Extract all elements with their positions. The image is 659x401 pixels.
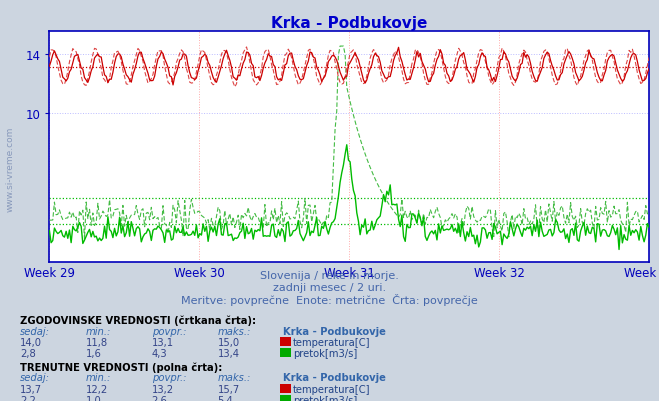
Text: 15,7: 15,7 [217,384,240,394]
Text: maks.:: maks.: [217,373,251,383]
Text: pretok[m3/s]: pretok[m3/s] [293,348,357,358]
Text: www.si-vreme.com: www.si-vreme.com [5,126,14,211]
Text: temperatura[C]: temperatura[C] [293,384,371,394]
Text: pretok[m3/s]: pretok[m3/s] [293,395,357,401]
Text: temperatura[C]: temperatura[C] [293,337,371,347]
Text: ZGODOVINSKE VREDNOSTI (črtkana črta):: ZGODOVINSKE VREDNOSTI (črtkana črta): [20,315,256,325]
Text: 2,6: 2,6 [152,395,167,401]
Text: 15,0: 15,0 [217,337,240,347]
Text: maks.:: maks.: [217,326,251,336]
Text: 2,8: 2,8 [20,348,36,358]
Text: min.:: min.: [86,326,111,336]
Text: 13,1: 13,1 [152,337,174,347]
Text: 5,4: 5,4 [217,395,233,401]
Title: Krka - Podbukovje: Krka - Podbukovje [271,16,428,31]
Text: sedaj:: sedaj: [20,326,50,336]
Text: TRENUTNE VREDNOSTI (polna črta):: TRENUTNE VREDNOSTI (polna črta): [20,361,222,372]
Text: zadnji mesec / 2 uri.: zadnji mesec / 2 uri. [273,282,386,292]
Text: 1,6: 1,6 [86,348,101,358]
Text: Slovenija / reke in morje.: Slovenija / reke in morje. [260,271,399,281]
Text: povpr.:: povpr.: [152,373,186,383]
Text: sedaj:: sedaj: [20,373,50,383]
Text: Krka - Podbukovje: Krka - Podbukovje [283,373,386,383]
Text: Krka - Podbukovje: Krka - Podbukovje [283,326,386,336]
Text: 13,7: 13,7 [20,384,42,394]
Text: min.:: min.: [86,373,111,383]
Text: 4,3: 4,3 [152,348,167,358]
Text: 1,0: 1,0 [86,395,101,401]
Text: 14,0: 14,0 [20,337,42,347]
Text: 13,4: 13,4 [217,348,239,358]
Text: povpr.:: povpr.: [152,326,186,336]
Text: Meritve: povprečne  Enote: metrične  Črta: povprečje: Meritve: povprečne Enote: metrične Črta:… [181,293,478,305]
Text: 2,2: 2,2 [20,395,36,401]
Text: 12,2: 12,2 [86,384,108,394]
Text: 11,8: 11,8 [86,337,108,347]
Text: 13,2: 13,2 [152,384,174,394]
